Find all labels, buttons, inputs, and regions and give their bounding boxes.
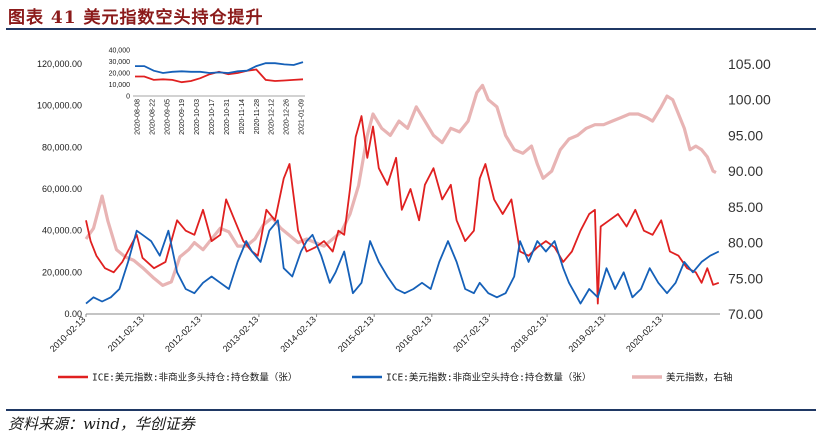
left-y-tick-label: 100,000.00 [37,101,82,111]
x-tick-label: 2020-02-13 [624,314,664,354]
legend: ICE:美元指数:非商业多头持仓:持仓数量（张） ICE:美元指数:非商业空头持仓… [58,372,733,384]
dollar-index-chart: 0.00 20,000.00 40,000.00 60,000.00 80,000.00… [37,36,771,384]
x-tick-label: 2015-02-13 [336,314,376,354]
inset-x-tick-label: 2020-11-14 [239,99,246,134]
inset-chart: 0 10,000 20,000 30,000 40,000 2020-08-08 2020-… [86,36,311,142]
series-line-1 [85,219,720,305]
inset-x-tick-label: 2020-10-03 [194,99,201,135]
inset-y-tick-label: 0 [126,94,130,101]
right-y-tick-label: 80.00 [728,235,763,251]
left-y-tick-label: 120,000.00 [37,59,82,69]
inset-x-tick-label: 2020-11-28 [254,99,261,134]
left-y-tick-label: 60,000.00 [42,184,82,194]
inset-x-tick-label: 2020-12-26 [284,99,291,135]
source-rule [6,409,816,411]
inset-y-tick-label: 30,000 [109,59,131,66]
left-y-tick-label: 20,000.00 [42,267,82,277]
inset-y-tick-label: 20,000 [109,71,131,78]
x-tick-label: 2011-02-13 [106,314,145,353]
x-tick-label: 2017-02-13 [451,314,491,354]
x-axis: 2010-02-13 2011-02-13 2012-02-13 2013-02-13… [48,314,664,354]
x-tick-label: 2018-02-13 [509,314,549,354]
right-y-axis: 70.00 75.00 80.00 85.00 90.00 95.00 100.00 105.… [728,56,771,322]
legend-label-2: 美元指数，右轴 [666,372,733,384]
right-y-tick-label: 105.00 [728,56,771,72]
x-tick-label: 2019-02-13 [567,314,607,354]
right-y-tick-label: 100.00 [728,92,771,108]
legend-label-1: ICE:美元指数:非商业空头持仓:持仓数量（张） [386,372,591,384]
right-y-tick-label: 75.00 [728,270,763,286]
inset-x-tick-label: 2020-08-08 [135,99,142,135]
inset-series-line-1 [135,61,304,74]
inset-x-tick-label: 2020-10-31 [224,99,231,135]
right-y-tick-label: 90.00 [728,163,763,179]
left-y-tick-label: 80,000.00 [42,142,82,152]
left-y-tick-label: 40,000.00 [42,226,82,236]
inset-x-tick-label: 2020-12-12 [269,99,276,135]
x-tick-label: 2014-02-13 [278,314,318,354]
x-tick-label: 2010-02-13 [48,314,88,354]
source-note: 资料来源：wind，华创证券 [8,415,195,433]
legend-label-0: ICE:美元指数:非商业多头持仓:持仓数量（张） [92,372,297,384]
right-y-tick-label: 95.00 [728,127,763,143]
series-line-0 [85,115,720,305]
title-rule [6,28,816,30]
left-y-tick-label: 0.00 [64,309,82,319]
series-line-2 [84,83,717,287]
inset-x-tick-label: 2020-09-05 [164,99,171,135]
inset-x-tick-label: 2020-09-19 [179,99,186,135]
x-tick-label: 2012-02-13 [163,314,203,354]
left-y-axis: 0.00 20,000.00 40,000.00 60,000.00 80,000.00… [37,59,82,319]
x-tick-label: 2013-02-13 [221,314,261,354]
inset-y-tick-label: 40,000 [109,48,131,55]
right-y-tick-label: 70.00 [728,306,763,322]
x-tick-label: 2016-02-13 [394,314,434,354]
inset-x-tick-label: 2021-01-09 [299,99,306,135]
inset-background [86,36,311,142]
inset-x-tick-label: 2020-08-22 [149,99,156,135]
inset-x-tick-label: 2020-10-17 [209,99,216,135]
right-y-tick-label: 85.00 [728,199,763,215]
series-lines [84,83,720,305]
inset-y-tick-label: 10,000 [109,82,131,89]
figure-title: 图表 41 美元指数空头持仓提升 [8,8,264,28]
